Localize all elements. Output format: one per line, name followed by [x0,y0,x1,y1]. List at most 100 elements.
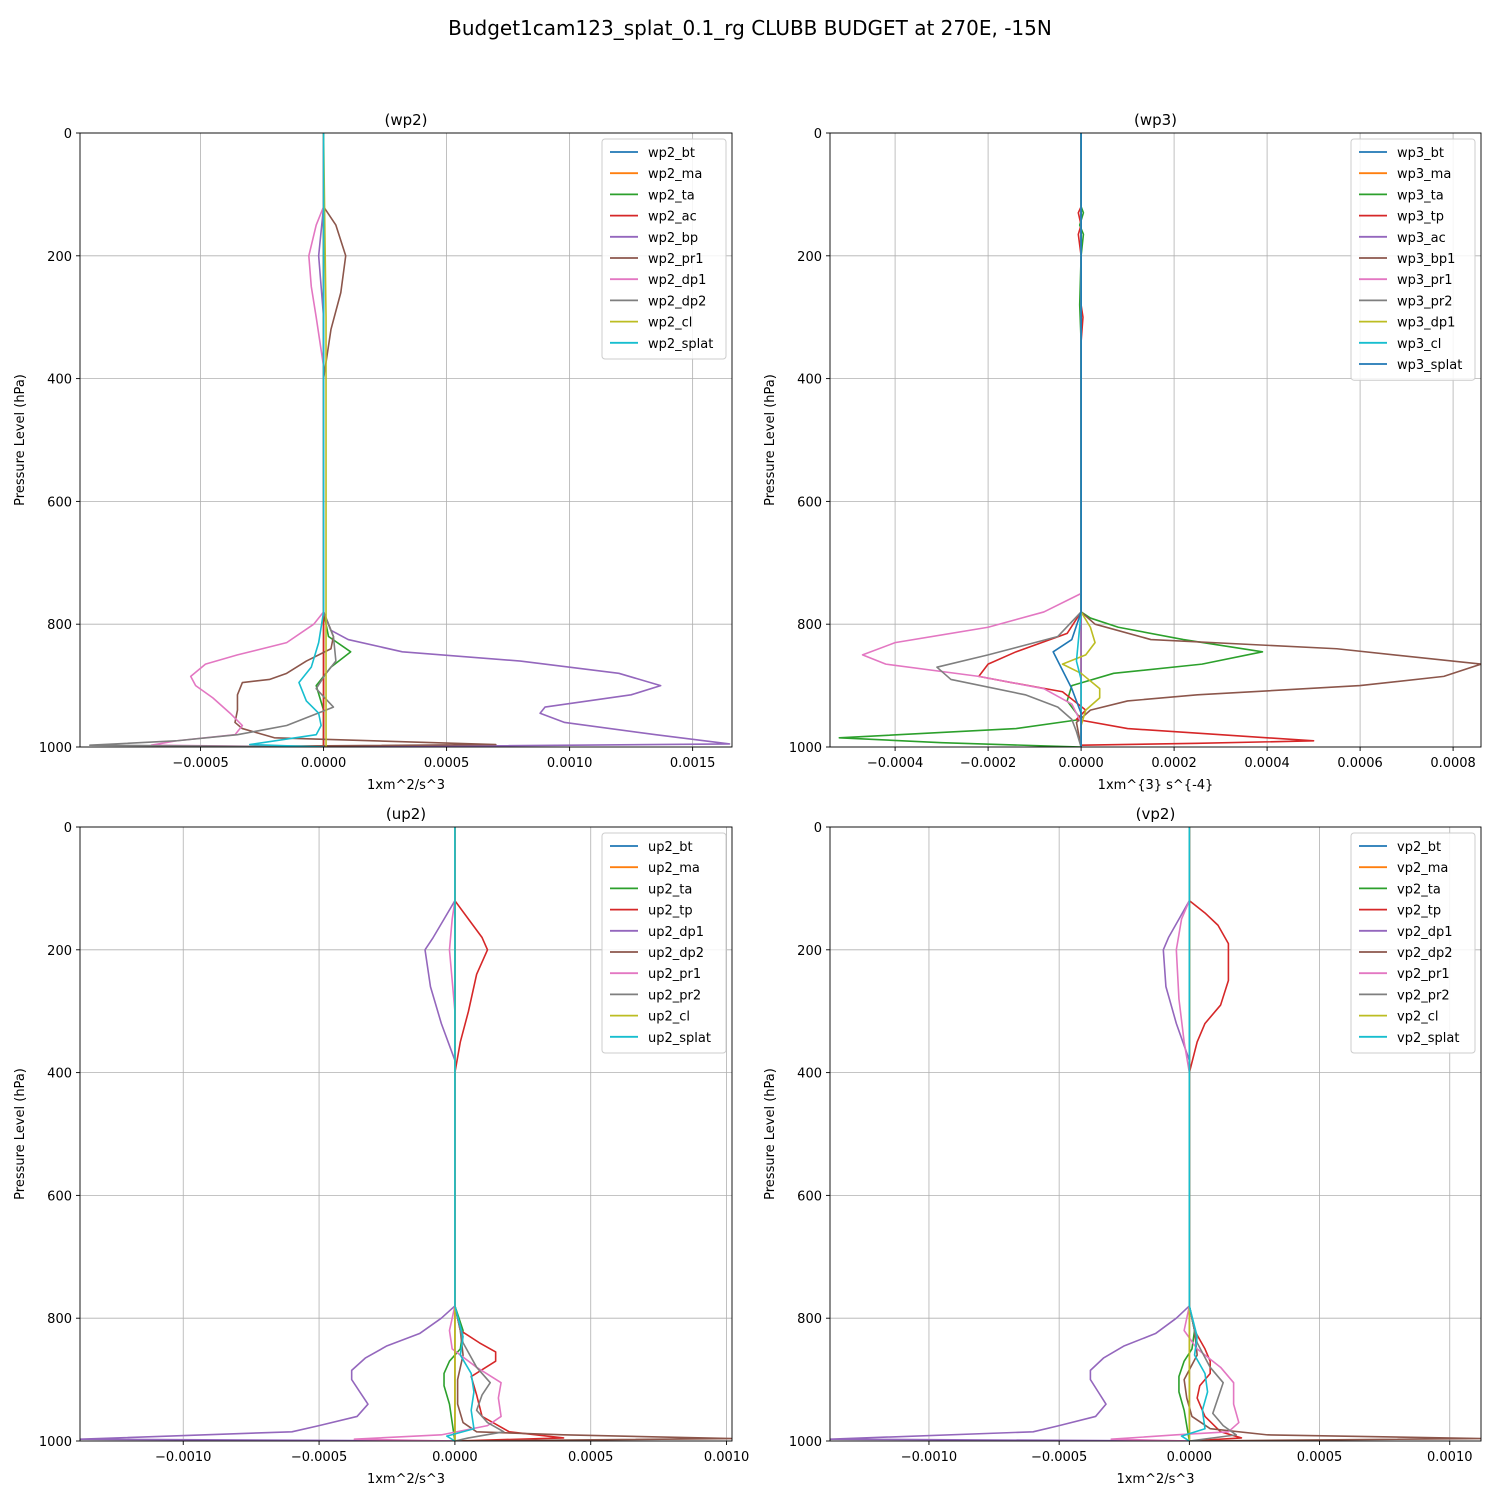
series-group [80,827,732,1441]
legend-entry: up2_bt [648,840,693,855]
y-tick-label: 400 [797,373,822,388]
legend-entry: wp2_ma [648,167,702,182]
y-tick-label: 0 [814,821,822,836]
legend-entry: wp2_bp [648,231,698,246]
plot-frame [79,132,733,748]
y-tick-label: 1000 [789,1435,822,1450]
series-line-wp2_pr1 [234,133,497,747]
series-line-wp3_bp1 [1075,133,1481,747]
legend-entry: vp2_cl [1397,1010,1438,1025]
series-line-up2_splat [445,827,475,1441]
legend-entry: vp2_ma [1397,861,1448,876]
y-tick-label: 800 [47,1312,72,1327]
y-axis-label: Pressure Level (hPa) [763,1068,778,1200]
legend-entry: wp3_cl [1397,337,1441,352]
legend-entry: wp3_bt [1397,146,1444,161]
y-tick-label: 800 [797,618,822,633]
chart-panel: −0.0004 −0.0002 0.0000 0.0002 0.0004 0.0006 0.… [763,111,1482,793]
legend: wp3_bt wp3_ma wp3_ta wp3_tp wp3_ac wp3_bp1 wp3… [1350,138,1476,381]
chart-panel: −0.0005 0.0000 0.0005 0.0010 0.0015 0 200 400 60… [13,111,733,793]
legend: vp2_bt vp2_ma vp2_ta vp2_tp vp2_dp1 vp2_dp2vp… [1350,832,1476,1054]
legend-entry: up2_dp2 [648,946,704,961]
y-tick-label: 600 [797,1189,822,1204]
series-line-vp2_pr1 [1110,827,1240,1441]
x-tick-label: 0.0005 [1297,1450,1343,1465]
x-tick-label: 0.0008 [1430,756,1476,771]
series-group [838,133,1481,747]
x-tick-label: 0.0000 [1058,756,1104,771]
plot-frame [79,826,733,1442]
series-line-up2_pr1 [353,827,502,1441]
legend-entry: up2_splat [648,1031,711,1046]
x-axis-label: 1xm^2/s^3 [1116,1472,1194,1487]
series-line-vp2_dp1 [830,827,1191,1441]
series-group [830,827,1481,1441]
chart-title: (wp2) [384,111,427,129]
legend-entry: wp2_ac [648,210,697,225]
y-tick-label: 200 [797,250,822,265]
legend-entry: wp2_pr1 [648,252,704,267]
series-line-wp3_dp1 [1061,133,1101,747]
x-tick-label: −0.0002 [960,756,1016,771]
legend-entry: vp2_dp2 [1397,946,1453,961]
legend-entry: vp2_pr2 [1397,988,1450,1003]
legend-entry: up2_pr1 [648,967,701,982]
y-tick-label: 1000 [39,1435,72,1450]
x-tick-label: −0.0005 [172,756,228,771]
legend-entry: up2_tp [648,904,693,919]
x-tick-label: 0.0005 [424,756,470,771]
legend-entry: vp2_bt [1397,840,1441,855]
x-tick-label: 0.0002 [1151,756,1197,771]
legend-entry: wp2_cl [648,316,692,331]
y-tick-label: 800 [797,1312,822,1327]
legend-box [1350,138,1476,381]
y-axis-label: Pressure Level (hPa) [763,374,778,506]
legend-entry: vp2_tp [1397,904,1441,919]
y-tick-label: 200 [47,944,72,959]
legend-entry: wp2_bt [648,146,695,161]
x-tick-label: 0.0010 [547,756,593,771]
series-line-up2_ta [443,827,464,1441]
chart-panel: −0.0010 −0.0005 0.0000 0.0005 0.0010 0 200 400 6… [763,805,1482,1487]
x-tick-label: 0.0010 [1427,1450,1473,1465]
legend-entry: wp3_ma [1397,167,1451,182]
y-tick-label: 400 [47,373,72,388]
series-line-wp3_tp [978,133,1315,747]
series-line-up2_dp1 [80,827,456,1441]
legend-entry: wp3_ac [1397,231,1446,246]
y-tick-label: 0 [64,821,72,836]
plot-frame [829,826,1482,1442]
y-axis-label: Pressure Level (hPa) [13,1068,28,1200]
x-tick-label: 0.0000 [1167,1450,1213,1465]
legend-entry: vp2_pr1 [1397,967,1450,982]
x-tick-label: −0.0010 [901,1450,957,1465]
series-line-vp2_splat [1180,827,1209,1441]
chart-title: (wp3) [1134,111,1177,129]
series-line-up2_tp [454,827,565,1441]
plot-frame [829,132,1482,748]
y-tick-label: 600 [797,495,822,510]
x-tick-label: −0.0004 [867,756,923,771]
series-line-wp3_pr2 [936,133,1082,747]
y-tick-label: 400 [47,1067,72,1082]
legend-entry: wp2_dp2 [648,294,706,309]
x-axis-label: 1xm^{3} s^{-4} [1098,778,1214,793]
y-axis-label: Pressure Level (hPa) [13,374,28,506]
legend-entry: wp3_splat [1397,358,1462,373]
y-tick-label: 400 [797,1067,822,1082]
series-line-wp2_cl [322,133,327,747]
legend: wp2_bt wp2_ma wp2_ta wp2_ac wp2_bp wp2_pr1 wp2… [601,138,727,360]
legend-entry: up2_dp1 [648,925,704,940]
legend-entry: wp2_splat [648,337,713,352]
legend: up2_bt up2_ma up2_ta up2_tp up2_dp1 up2_dp2up… [601,832,727,1054]
series-line-wp2_dp2 [89,133,337,747]
legend-entry: up2_ta [648,882,692,897]
legend-entry: wp3_ta [1397,188,1444,203]
legend-entry: wp3_bp1 [1397,252,1455,267]
chart-panel: −0.0010 −0.0005 0.0000 0.0005 0.0010 0 200 400 6… [13,805,749,1487]
x-tick-label: −0.0010 [155,1450,211,1465]
legend-entry: wp2_ta [648,188,695,203]
y-tick-label: 200 [47,250,72,265]
legend-entry: wp3_pr1 [1397,273,1453,288]
